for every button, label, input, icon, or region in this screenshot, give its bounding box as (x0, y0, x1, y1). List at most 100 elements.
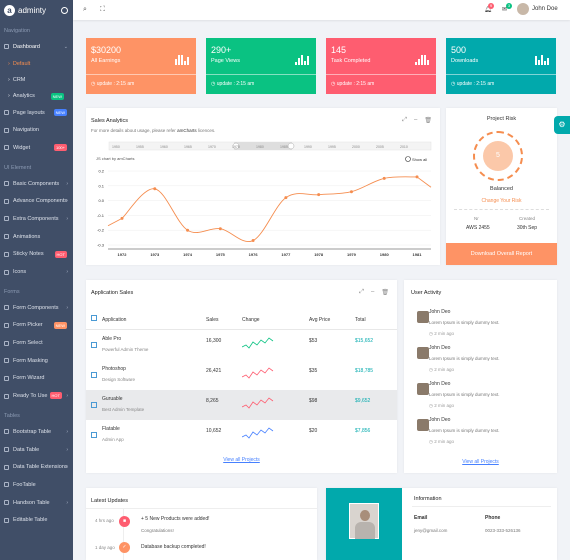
sidebar-item-animations[interactable]: Animations (0, 228, 73, 246)
sidebar-item-bootstrap-table[interactable]: Bootstrap Table › (0, 423, 73, 441)
expand-icon[interactable]: ⤢ (359, 289, 365, 295)
activity-avatar (417, 311, 429, 323)
bell-icon[interactable]: 🔔︎ 9 (484, 3, 494, 13)
show-all-button: Show all (412, 157, 427, 162)
table-row: Able Pro Powerful Admin Theme 16,300 $53 $15… (86, 330, 397, 360)
sidebar-item-icons[interactable]: Icons › (0, 263, 73, 281)
sidebar-item-dashboard[interactable]: Dashboard ⌄ (0, 38, 73, 56)
scroll-tick-label: 1975 (232, 145, 240, 149)
sidebar-item-advance-components[interactable]: Advance Components › (0, 192, 73, 210)
chart-scrollbar-handle (234, 142, 292, 150)
bar-icon (535, 55, 549, 65)
sidebar-item-navigation[interactable]: Navigation (0, 121, 73, 139)
sidebar-item-data-table-extensions[interactable]: Data Table Extensions › (0, 458, 73, 476)
sidebar-item-label: Default (12, 60, 31, 67)
activity-name: John Deo (429, 417, 451, 423)
stat-update-text: update : 2:15 am (96, 81, 135, 87)
expand-icon[interactable]: ⤢ (402, 117, 408, 123)
activity-name: John Deo (429, 381, 451, 387)
search-icon[interactable]: ⌕ (83, 6, 87, 13)
stat-card-downloads: 500 Downloads ◷ update : 2:15 am (446, 38, 556, 94)
activity-time-text: 2 min ago (434, 403, 454, 408)
data-point (251, 239, 255, 243)
chevron-right-icon: › (66, 464, 68, 471)
menu-icon (4, 127, 9, 133)
email-label: Email (414, 515, 428, 521)
change-risk-link[interactable]: Change Your Risk (481, 198, 522, 204)
stat-card-earnings: $30200 All Earnings ◷ update : 2:15 am (86, 38, 196, 94)
chevron-right-icon: › (66, 180, 68, 187)
sidebar-item-label: Ready To Use (13, 393, 48, 400)
sidebar-item-form-components[interactable]: Form Components › (0, 299, 73, 317)
sidebar-item-ready-to-use[interactable]: Ready To Use HOT › (0, 387, 73, 405)
stat-update-text: update : 2:15 am (456, 81, 495, 87)
activity-item: John Deo Lorem Ipsum is simply dummy text… (414, 342, 570, 376)
sidebar-item-form-picker[interactable]: Form Picker NEW (0, 317, 73, 335)
row-checkbox[interactable] (91, 432, 97, 438)
sidebar-item-form-masking[interactable]: Form Masking (0, 352, 73, 370)
created-value: 30th Sep (517, 225, 538, 231)
data-point (120, 216, 124, 220)
scroll-tick-label: 1955 (136, 145, 144, 149)
phone-label: Phone (485, 515, 501, 521)
sidebar-subitem-crm[interactable]: › CRM (8, 76, 26, 83)
bar-icon (415, 55, 429, 65)
clipboard-icon (4, 305, 9, 311)
section-ui-element: UI Element (4, 164, 32, 171)
user-name[interactable]: John Doe (532, 6, 558, 12)
sidebar-item-form-wizard[interactable]: Form Wizard (0, 370, 73, 388)
activity-text: Lorem Ipsum is simply dummy text. (429, 320, 500, 325)
sidebar-item-extra-components[interactable]: Extra Components › (0, 210, 73, 228)
chevron-right-icon: › (66, 499, 68, 506)
scroll-tick-label: 1980 (256, 145, 264, 149)
sidebar-item-footable[interactable]: FooTable (0, 476, 73, 494)
select-all-checkbox[interactable] (91, 315, 97, 321)
col-header: Application (102, 317, 127, 323)
card-title: Information (414, 496, 442, 502)
view-all-projects-link[interactable]: View all Projects (223, 457, 260, 463)
sidebar-item-handson-table[interactable]: Handson Table › (0, 494, 73, 512)
sidebar-subitem-default[interactable]: › Default (8, 60, 31, 67)
app-sub: Powerful Admin Theme (102, 347, 149, 352)
row-checkbox[interactable] (91, 402, 97, 408)
row-checkbox[interactable] (91, 372, 97, 378)
risk-value: 5 (483, 141, 513, 171)
scroll-tick-label: 2000 (352, 145, 360, 149)
activity-avatar (417, 347, 429, 359)
sidebar-item-basic-components[interactable]: Basic Components › (0, 175, 73, 193)
trash-icon[interactable]: 🗑︎ (381, 290, 389, 296)
logo-icon: a (4, 4, 15, 16)
stat-label: Page Views (211, 58, 240, 64)
stat-value: $30200 (91, 45, 122, 55)
minimize-icon[interactable]: – (371, 289, 375, 295)
message-icon[interactable]: ✉︎ 3 (502, 3, 512, 13)
stat-label: Downloads (451, 58, 479, 64)
settings-gear-icon[interactable]: ⚙︎ (554, 116, 570, 134)
stat-label: Task Completed (331, 58, 371, 64)
amcharts-link[interactable]: amCharts (177, 128, 197, 133)
sidebar-item-editable-table[interactable]: Editable Table (0, 511, 73, 529)
view-all-projects-link[interactable]: View all Projects (462, 459, 499, 465)
minimize-icon[interactable]: – (414, 117, 418, 123)
data-point (153, 187, 157, 191)
card-title: User Activity (411, 290, 442, 296)
section-navigation: Navigation (4, 28, 30, 34)
sidebar-item-data-table[interactable]: Data Table › (0, 441, 73, 459)
trash-icon[interactable]: 🗑︎ (424, 118, 432, 124)
sidebar-item-form-select[interactable]: Form Select (0, 334, 73, 352)
sidebar-toggle-icon[interactable] (61, 6, 68, 14)
col-header: Total (355, 317, 366, 323)
avatar[interactable] (517, 3, 529, 15)
card-title: Project Risk (486, 116, 517, 122)
package-icon (4, 216, 9, 222)
row-checkbox[interactable] (91, 342, 97, 348)
sidebar-item-widget[interactable]: Widget 100+ (0, 139, 73, 157)
sidebar-item-page-layouts[interactable]: Page layouts NEW (0, 104, 73, 122)
fullscreen-icon[interactable]: ⛶ (100, 6, 105, 13)
download-report-button[interactable]: Download Overall Report (446, 243, 557, 265)
desc-text: licences. (196, 128, 216, 133)
sidebar-item-label: Bootstrap Table (13, 428, 52, 435)
sidebar-subitem-analytics[interactable]: › Analytics NEW (8, 92, 64, 100)
sidebar-item-sticky-notes[interactable]: Sticky Notes HOT (0, 246, 73, 264)
app-sales: 8,265 (206, 398, 219, 404)
